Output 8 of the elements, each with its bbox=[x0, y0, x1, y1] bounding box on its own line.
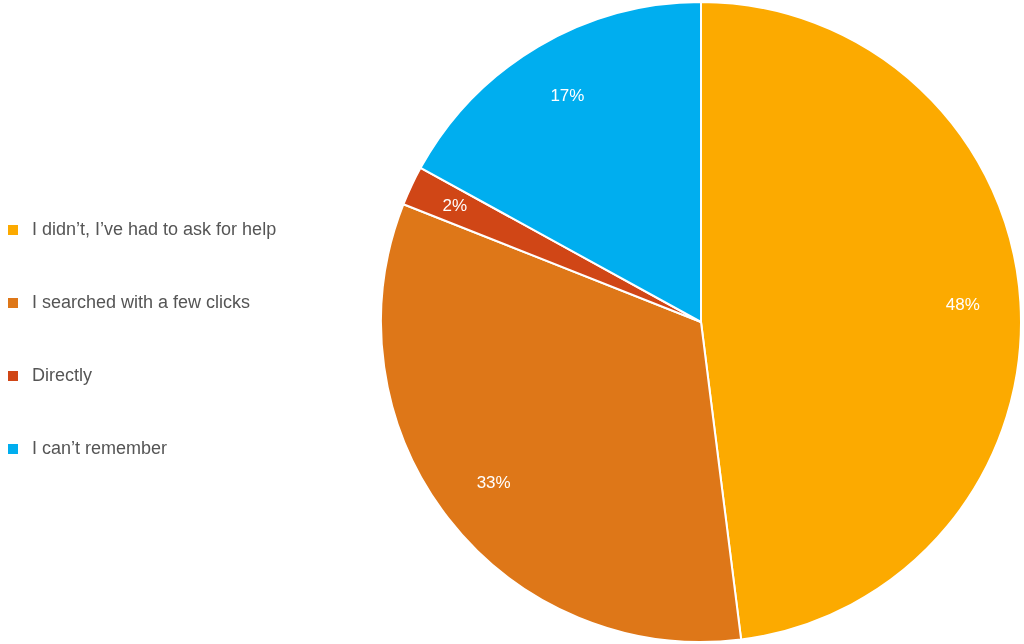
legend-label: I can’t remember bbox=[32, 438, 168, 459]
legend-label: Directly bbox=[32, 365, 93, 386]
legend-label: I didn’t, I’ve had to ask for help bbox=[32, 219, 277, 240]
data-label: 17% bbox=[550, 85, 585, 105]
legend-label: I searched with a few clicks bbox=[32, 292, 251, 313]
data-label: 33% bbox=[476, 472, 511, 492]
data-label: 48% bbox=[945, 295, 980, 315]
data-label: 2% bbox=[442, 195, 468, 215]
